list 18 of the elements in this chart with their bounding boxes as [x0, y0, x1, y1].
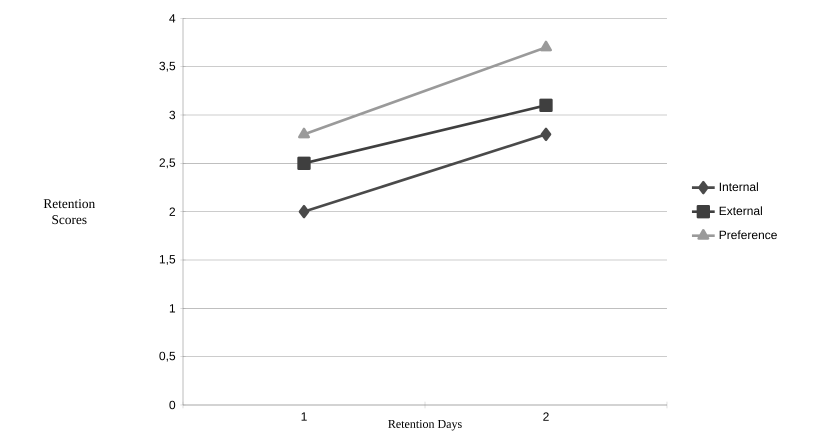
y-tick-label: 2 [170, 207, 176, 216]
y-tick-label: 3 [169, 110, 176, 120]
y-tick-label: 2,5 [160, 158, 176, 168]
point [297, 156, 311, 170]
x-axis-title: Retention Days [388, 420, 462, 430]
point [539, 98, 553, 112]
legend-label: External [720, 206, 762, 216]
y-tick-label: 0,5 [159, 352, 176, 362]
y-tick-label: 0 [169, 400, 176, 410]
point [298, 204, 310, 218]
y-tick-label: 4 [169, 14, 176, 22]
point [540, 128, 552, 141]
legend-label: Preference [720, 230, 777, 240]
legend-label: Internal [720, 182, 758, 192]
y-tick-label: 3,5 [159, 62, 176, 72]
y-axis-title: Retention Scores [44, 199, 95, 224]
y-tick-label: 1 [170, 304, 176, 312]
y-tick-label: 1,5 [160, 255, 176, 265]
